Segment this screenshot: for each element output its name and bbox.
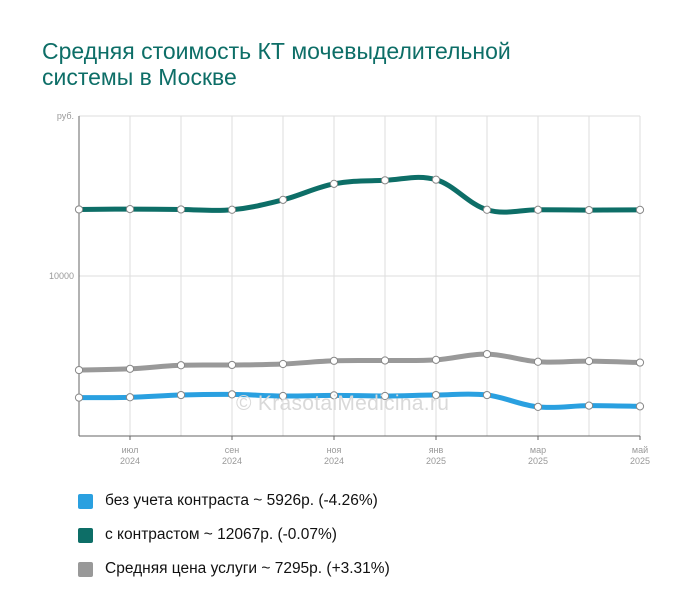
y-tick-label: 10000: [49, 271, 74, 281]
y-axis-unit-label: руб.: [57, 111, 74, 121]
chart-title: Средняя стоимость КТ мочевыделительной с…: [42, 38, 662, 90]
data-point-with-contrast: [176, 205, 186, 214]
legend-label-with-contrast: с контрастом ~ 12067р. (-0.07%): [105, 526, 337, 543]
data-point-average: [584, 357, 594, 366]
series-line-with-contrast: [76, 174, 643, 215]
data-point-average: [380, 356, 390, 365]
data-point-with-contrast: [74, 205, 84, 214]
data-point-average: [227, 360, 237, 370]
legend-item-with-contrast[interactable]: с контрастом ~ 12067р. (-0.07%): [78, 518, 390, 552]
legend-label-average: Средняя цена услуги ~ 7295р. (+3.31%): [105, 560, 390, 577]
data-point-average: [482, 349, 492, 359]
data-point-no-contrast: [635, 402, 645, 411]
data-point-average: [533, 357, 543, 366]
data-point-average: [635, 358, 645, 367]
data-point-no-contrast: [176, 390, 186, 400]
chart-title-line-1: Средняя стоимость КТ мочевыделительной: [42, 38, 511, 64]
x-tick-label-year: 2024: [222, 456, 242, 466]
data-point-no-contrast: [431, 390, 441, 400]
x-tick-label-year: 2024: [120, 456, 140, 466]
data-point-no-contrast: [380, 391, 390, 401]
data-point-no-contrast: [584, 401, 594, 410]
legend-item-no-contrast[interactable]: без учета контраста ~ 5926р. (-4.26%): [78, 484, 390, 518]
x-tick-label-month: ноя: [327, 445, 342, 455]
data-point-no-contrast: [74, 393, 84, 402]
x-tick-label-month: май: [632, 445, 648, 455]
x-tick-label-year: 2025: [528, 456, 548, 466]
x-tick-label-month: июл: [122, 445, 139, 455]
data-point-with-contrast: [329, 179, 339, 188]
legend-label-no-contrast: без учета контраста ~ 5926р. (-4.26%): [105, 492, 378, 509]
data-point-no-contrast: [278, 391, 288, 401]
x-tick-label-year: 2025: [426, 456, 446, 466]
x-tick-label-year: 2024: [324, 456, 344, 466]
x-tick-label-month: янв: [429, 445, 444, 455]
data-point-average: [329, 356, 339, 365]
legend-item-average[interactable]: Средняя цена услуги ~ 7295р. (+3.31%): [78, 552, 390, 586]
grid-lines: [79, 115, 641, 436]
data-point-with-contrast: [584, 205, 594, 215]
legend-swatch-with-contrast: [78, 527, 93, 543]
x-tick-label-month: сен: [225, 445, 240, 455]
data-point-no-contrast: [533, 402, 543, 411]
data-point-no-contrast: [329, 391, 339, 400]
series-line-average: [76, 351, 643, 373]
data-point-with-contrast: [533, 205, 543, 214]
chart-title-line-2: системы в Москве: [42, 64, 237, 90]
data-point-average: [125, 364, 135, 373]
data-point-average: [431, 355, 441, 364]
data-point-average: [176, 361, 186, 370]
axis-labels: руб.10000июл2024сен2024ноя2024янв2025мар…: [49, 111, 650, 466]
legend-swatch-average: [78, 561, 93, 577]
axes: [78, 116, 641, 440]
data-point-with-contrast: [380, 176, 390, 185]
data-point-with-contrast: [125, 205, 135, 214]
data-point-with-contrast: [278, 195, 288, 204]
data-point-with-contrast: [431, 175, 441, 184]
series-points: [74, 175, 645, 411]
data-point-average: [278, 359, 288, 369]
data-point-with-contrast: [227, 205, 237, 214]
x-tick-label-year: 2025: [630, 456, 650, 466]
legend: без учета контраста ~ 5926р. (-4.26%) с …: [78, 484, 390, 586]
series-line-no-contrast: [76, 391, 643, 410]
data-point-with-contrast: [635, 205, 645, 214]
data-point-no-contrast: [227, 390, 237, 399]
data-point-with-contrast: [482, 205, 492, 214]
legend-swatch-no-contrast: [78, 493, 93, 509]
watermark: © KrasotaiMedicina.ru: [236, 392, 450, 415]
data-point-no-contrast: [125, 393, 135, 402]
data-point-no-contrast: [482, 390, 492, 400]
data-point-average: [74, 365, 84, 375]
series-lines: [76, 174, 643, 410]
x-tick-label-month: мар: [530, 445, 546, 455]
